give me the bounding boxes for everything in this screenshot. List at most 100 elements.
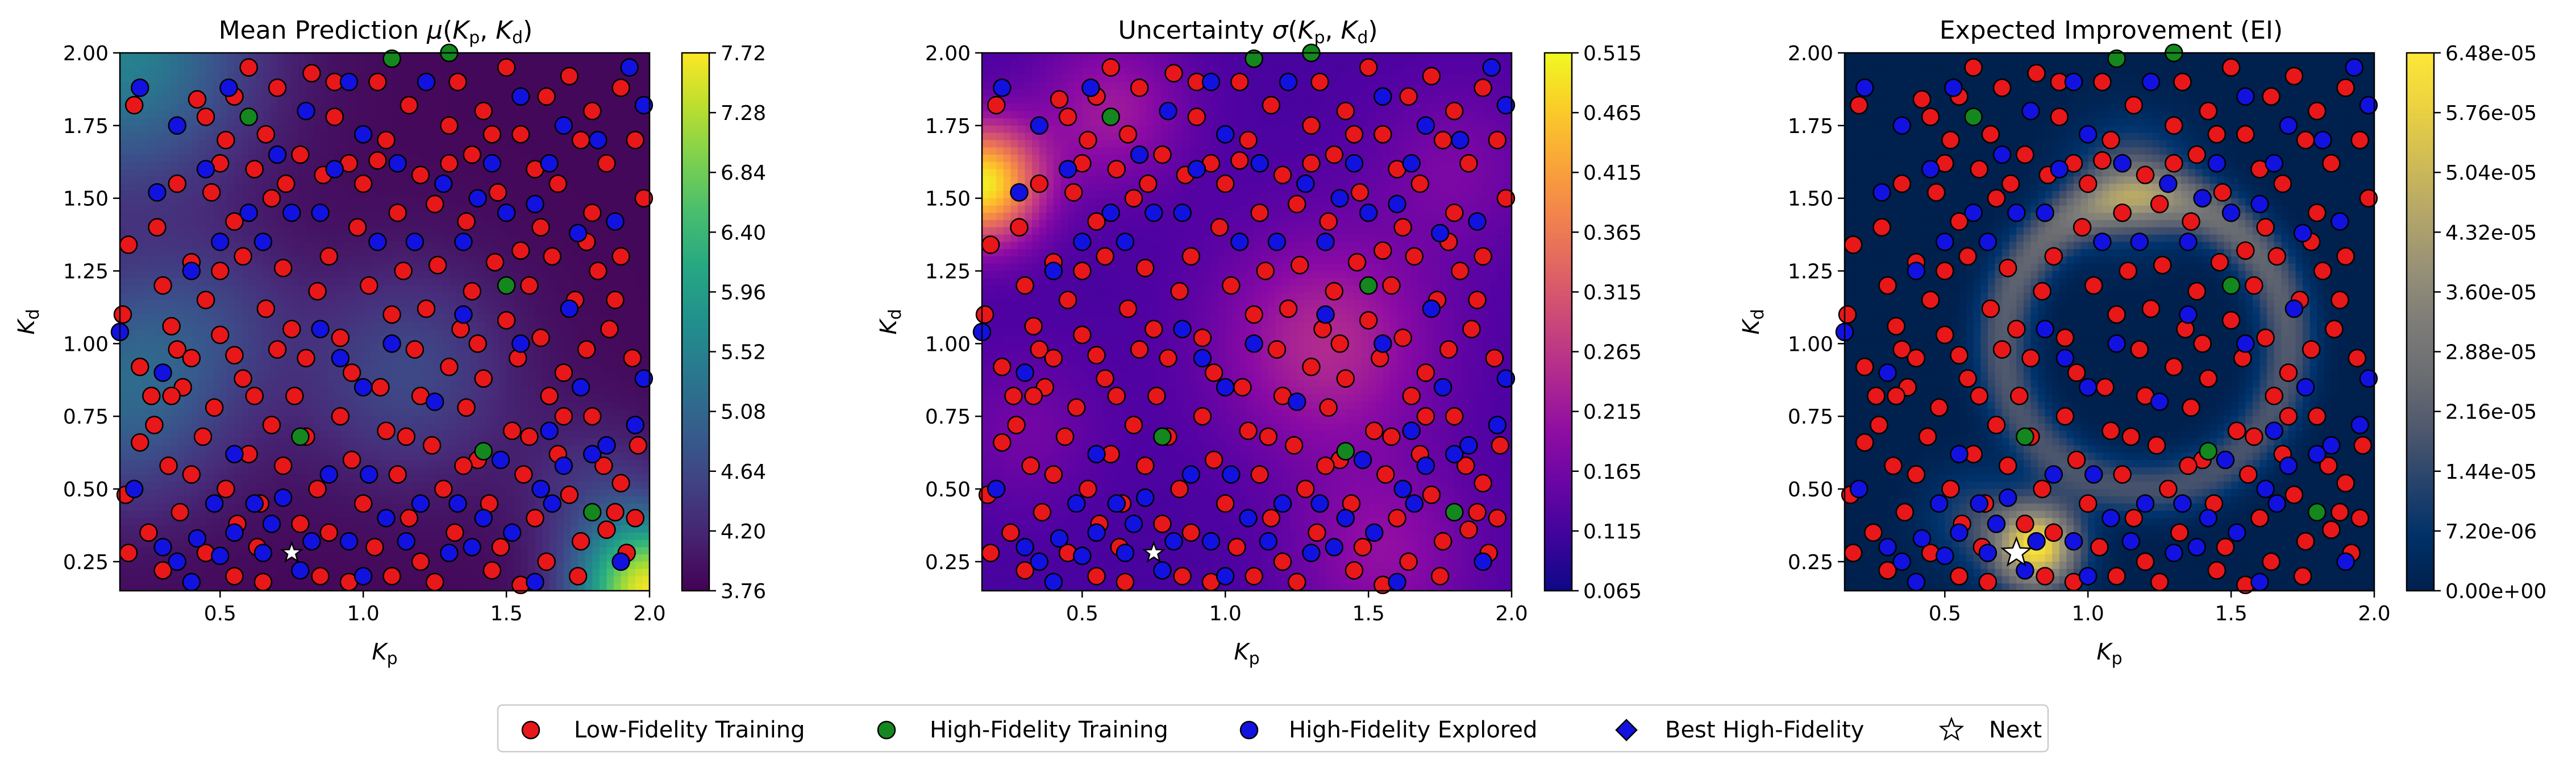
heatmap-cell [256, 103, 264, 112]
heatmap-cell [563, 140, 572, 148]
heatmap-cell [420, 271, 428, 279]
heatmap-cell [320, 140, 328, 148]
heatmap-cell [284, 532, 293, 541]
heatmap-cell [320, 125, 328, 134]
heatmap-cell [377, 263, 385, 272]
heatmap-cell [198, 387, 206, 395]
heatmap-cell [334, 285, 343, 293]
heatmap-cell [306, 249, 314, 257]
heatmap-cell [184, 401, 192, 410]
heatmap-cell [363, 67, 371, 76]
heatmap-cell [592, 322, 600, 330]
heatmap-cell [234, 307, 242, 316]
heatmap-cell [349, 300, 357, 308]
heatmap-cell [363, 53, 371, 61]
heatmap-cell [320, 351, 328, 359]
heatmap-cell [592, 496, 600, 504]
heatmap-cell [427, 249, 435, 257]
heatmap-cell [127, 74, 135, 82]
heatmap-cell [377, 474, 385, 483]
heatmap-cell [399, 74, 407, 82]
heatmap-cell [292, 74, 299, 82]
heatmap-cell [420, 459, 428, 468]
heatmap-cell [220, 423, 228, 432]
heatmap-cell [456, 482, 464, 490]
heatmap-cell [342, 438, 349, 446]
heatmap-cell [571, 438, 579, 446]
heatmap-cell [427, 474, 435, 483]
heatmap-cell [270, 445, 278, 453]
heatmap-cell [327, 554, 335, 562]
heatmap-cell [563, 322, 572, 330]
heatmap-cell [527, 140, 536, 148]
heatmap-cell [148, 103, 156, 112]
heatmap-cell [120, 394, 128, 403]
heatmap-cell [263, 169, 271, 177]
heatmap-cell [198, 343, 206, 351]
heatmap-cell [549, 227, 557, 235]
heatmap-cell [342, 511, 349, 519]
heatmap-cell [248, 482, 257, 490]
heatmap-cell [191, 184, 199, 192]
heatmap-cell [585, 292, 593, 301]
heatmap-cell [134, 329, 142, 337]
heatmap-cell [585, 190, 593, 199]
heatmap-cell [292, 96, 299, 105]
heatmap-cell [213, 343, 221, 351]
heatmap-cell [170, 190, 178, 199]
heatmap-cell [535, 547, 543, 555]
heatmap-cell [163, 249, 170, 257]
heatmap-cell [191, 380, 199, 388]
heatmap-cell [155, 53, 164, 61]
heatmap-cell [170, 147, 178, 155]
heatmap-cell [527, 103, 536, 112]
heatmap-cell [277, 380, 285, 388]
heatmap-cell [549, 474, 557, 483]
heatmap-cell [313, 459, 321, 468]
heatmap-cell [134, 467, 142, 475]
heatmap-cell [527, 416, 536, 424]
heatmap-cell [148, 482, 156, 490]
heatmap-cell [327, 125, 335, 134]
heatmap-cell [177, 154, 185, 163]
heatmap-cell [277, 401, 285, 410]
heatmap-cell [413, 416, 421, 424]
heatmap-cell [313, 263, 321, 272]
heatmap-cell [471, 118, 478, 126]
heatmap-cell [370, 198, 378, 206]
heatmap-cell [442, 278, 450, 286]
heatmap-cell [263, 263, 271, 272]
heatmap-cell [184, 336, 192, 345]
heatmap-cell [277, 365, 285, 374]
heatmap-cell [284, 242, 293, 250]
heatmap-cell [477, 234, 486, 243]
heatmap-cell [399, 416, 407, 424]
heatmap-cell [120, 380, 128, 388]
heatmap-cell [506, 256, 514, 264]
heatmap-cell [349, 525, 357, 533]
heatmap-cell [542, 67, 550, 76]
heatmap-cell [313, 423, 321, 432]
heatmap-cell [120, 74, 128, 82]
heatmap-cell [377, 198, 385, 206]
heatmap-cell [485, 322, 493, 330]
heatmap-cell [363, 60, 371, 68]
heatmap-cell [191, 416, 199, 424]
heatmap-cell [449, 438, 457, 446]
heatmap-cell [334, 489, 343, 497]
heatmap-cell [277, 118, 285, 126]
heatmap-cell [377, 169, 385, 177]
heatmap-cell [492, 292, 500, 301]
heatmap-cell [242, 147, 249, 155]
heatmap-cell [120, 525, 128, 533]
heatmap-cell [334, 518, 343, 526]
heatmap-cell [449, 190, 457, 199]
heatmap-cell [542, 271, 550, 279]
heatmap-cell [556, 532, 564, 541]
heatmap-cell [578, 496, 586, 504]
heatmap-cell [542, 140, 550, 148]
heatmap-cell [256, 525, 264, 533]
heatmap-cell [155, 82, 164, 90]
heatmap-cell [184, 292, 192, 301]
heatmap-cell [492, 430, 500, 439]
